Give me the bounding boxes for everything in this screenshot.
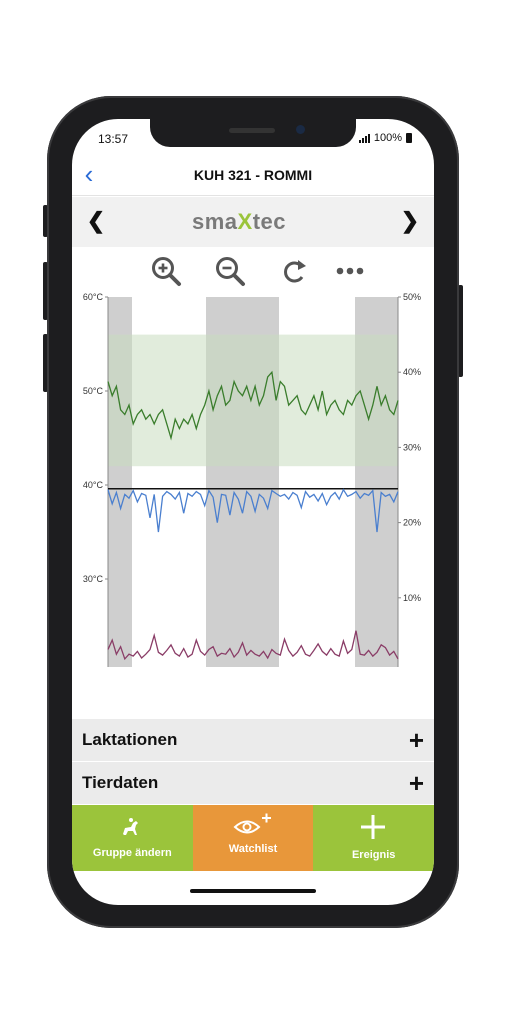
expand-plus-icon[interactable]: + xyxy=(408,725,424,755)
silent-switch xyxy=(43,205,48,237)
expand-plus-icon[interactable]: + xyxy=(408,768,424,798)
section-label: Tierdaten xyxy=(82,773,159,792)
add-event-button[interactable]: Ereignis xyxy=(313,805,434,871)
y-left-tick-label: 50°C xyxy=(83,386,104,396)
home-indicator xyxy=(190,889,316,893)
y-right-tick-label: 20% xyxy=(403,518,421,528)
page-title: KUH 321 - ROMMI xyxy=(193,167,313,183)
eye-plus-icon xyxy=(233,813,271,834)
logo-left: sma xyxy=(192,209,238,234)
battery-percent: 100% xyxy=(373,132,402,144)
y-left-tick-label: 40°C xyxy=(83,480,104,490)
y-right-tick-label: 40% xyxy=(403,367,421,377)
speaker-grille xyxy=(229,128,275,133)
chart-toolbar xyxy=(72,251,434,291)
battery-icon xyxy=(406,133,412,143)
change-group-label: Gruppe ändern xyxy=(92,847,172,859)
smaxtec-logo: smaXtec xyxy=(192,209,286,235)
zoom-in-icon[interactable] xyxy=(150,255,182,287)
previous-animal-icon[interactable]: ❮ xyxy=(86,208,106,233)
volume-up-button xyxy=(43,262,48,320)
more-icon[interactable] xyxy=(334,255,366,287)
brand-bar: ❮ smaXtec ❯ xyxy=(72,197,434,247)
power-button xyxy=(458,285,463,377)
watchlist-label: Watchlist xyxy=(228,843,278,855)
signal-icon xyxy=(358,133,370,143)
zoom-out-icon[interactable] xyxy=(214,255,246,287)
y-right-tick-label: 10% xyxy=(403,593,421,603)
notch xyxy=(150,119,356,147)
y-left-tick-label: 30°C xyxy=(83,574,104,584)
section-tierdaten[interactable]: Tierdaten + xyxy=(72,762,434,804)
add-event-label: Ereignis xyxy=(351,849,396,861)
section-laktationen[interactable]: Laktationen + xyxy=(72,719,434,761)
y-right-tick-label: 30% xyxy=(403,442,421,452)
y-left-tick-label: 60°C xyxy=(83,292,104,302)
logo-right: tec xyxy=(252,209,287,234)
volume-down-button xyxy=(43,334,48,392)
nav-bar: ‹ KUH 321 - ROMMI xyxy=(72,155,434,196)
change-group-button[interactable]: Gruppe ändern xyxy=(72,805,193,871)
status-right: 100% xyxy=(358,132,412,144)
watchlist-button[interactable]: Watchlist xyxy=(192,805,314,871)
refresh-icon[interactable] xyxy=(278,255,310,287)
y-right-tick-label: 50% xyxy=(403,292,421,302)
status-time: 13:57 xyxy=(98,132,129,146)
section-label: Laktationen xyxy=(82,730,178,749)
next-animal-icon[interactable]: ❯ xyxy=(400,208,420,233)
camera-icon xyxy=(296,125,305,134)
series-line-0 xyxy=(107,370,399,441)
sensor-chart[interactable]: 60°C50°C40°C30°C20°C50%40%30%20%10%0%00:… xyxy=(72,291,434,667)
series-line-2 xyxy=(107,630,399,661)
normal-range-band xyxy=(108,334,398,467)
action-bar: Gruppe ändern Watchlist Ereignis xyxy=(72,805,434,871)
app-screen: 13:57 100% ‹ KUH 321 - ROMMI ❮ smaXtec ❯ xyxy=(72,119,434,905)
logo-x: X xyxy=(237,209,253,234)
series-line-1 xyxy=(107,488,399,533)
horse-rider-icon xyxy=(123,818,138,835)
back-chevron-icon[interactable]: ‹ xyxy=(84,159,94,189)
plus-icon xyxy=(361,815,386,839)
